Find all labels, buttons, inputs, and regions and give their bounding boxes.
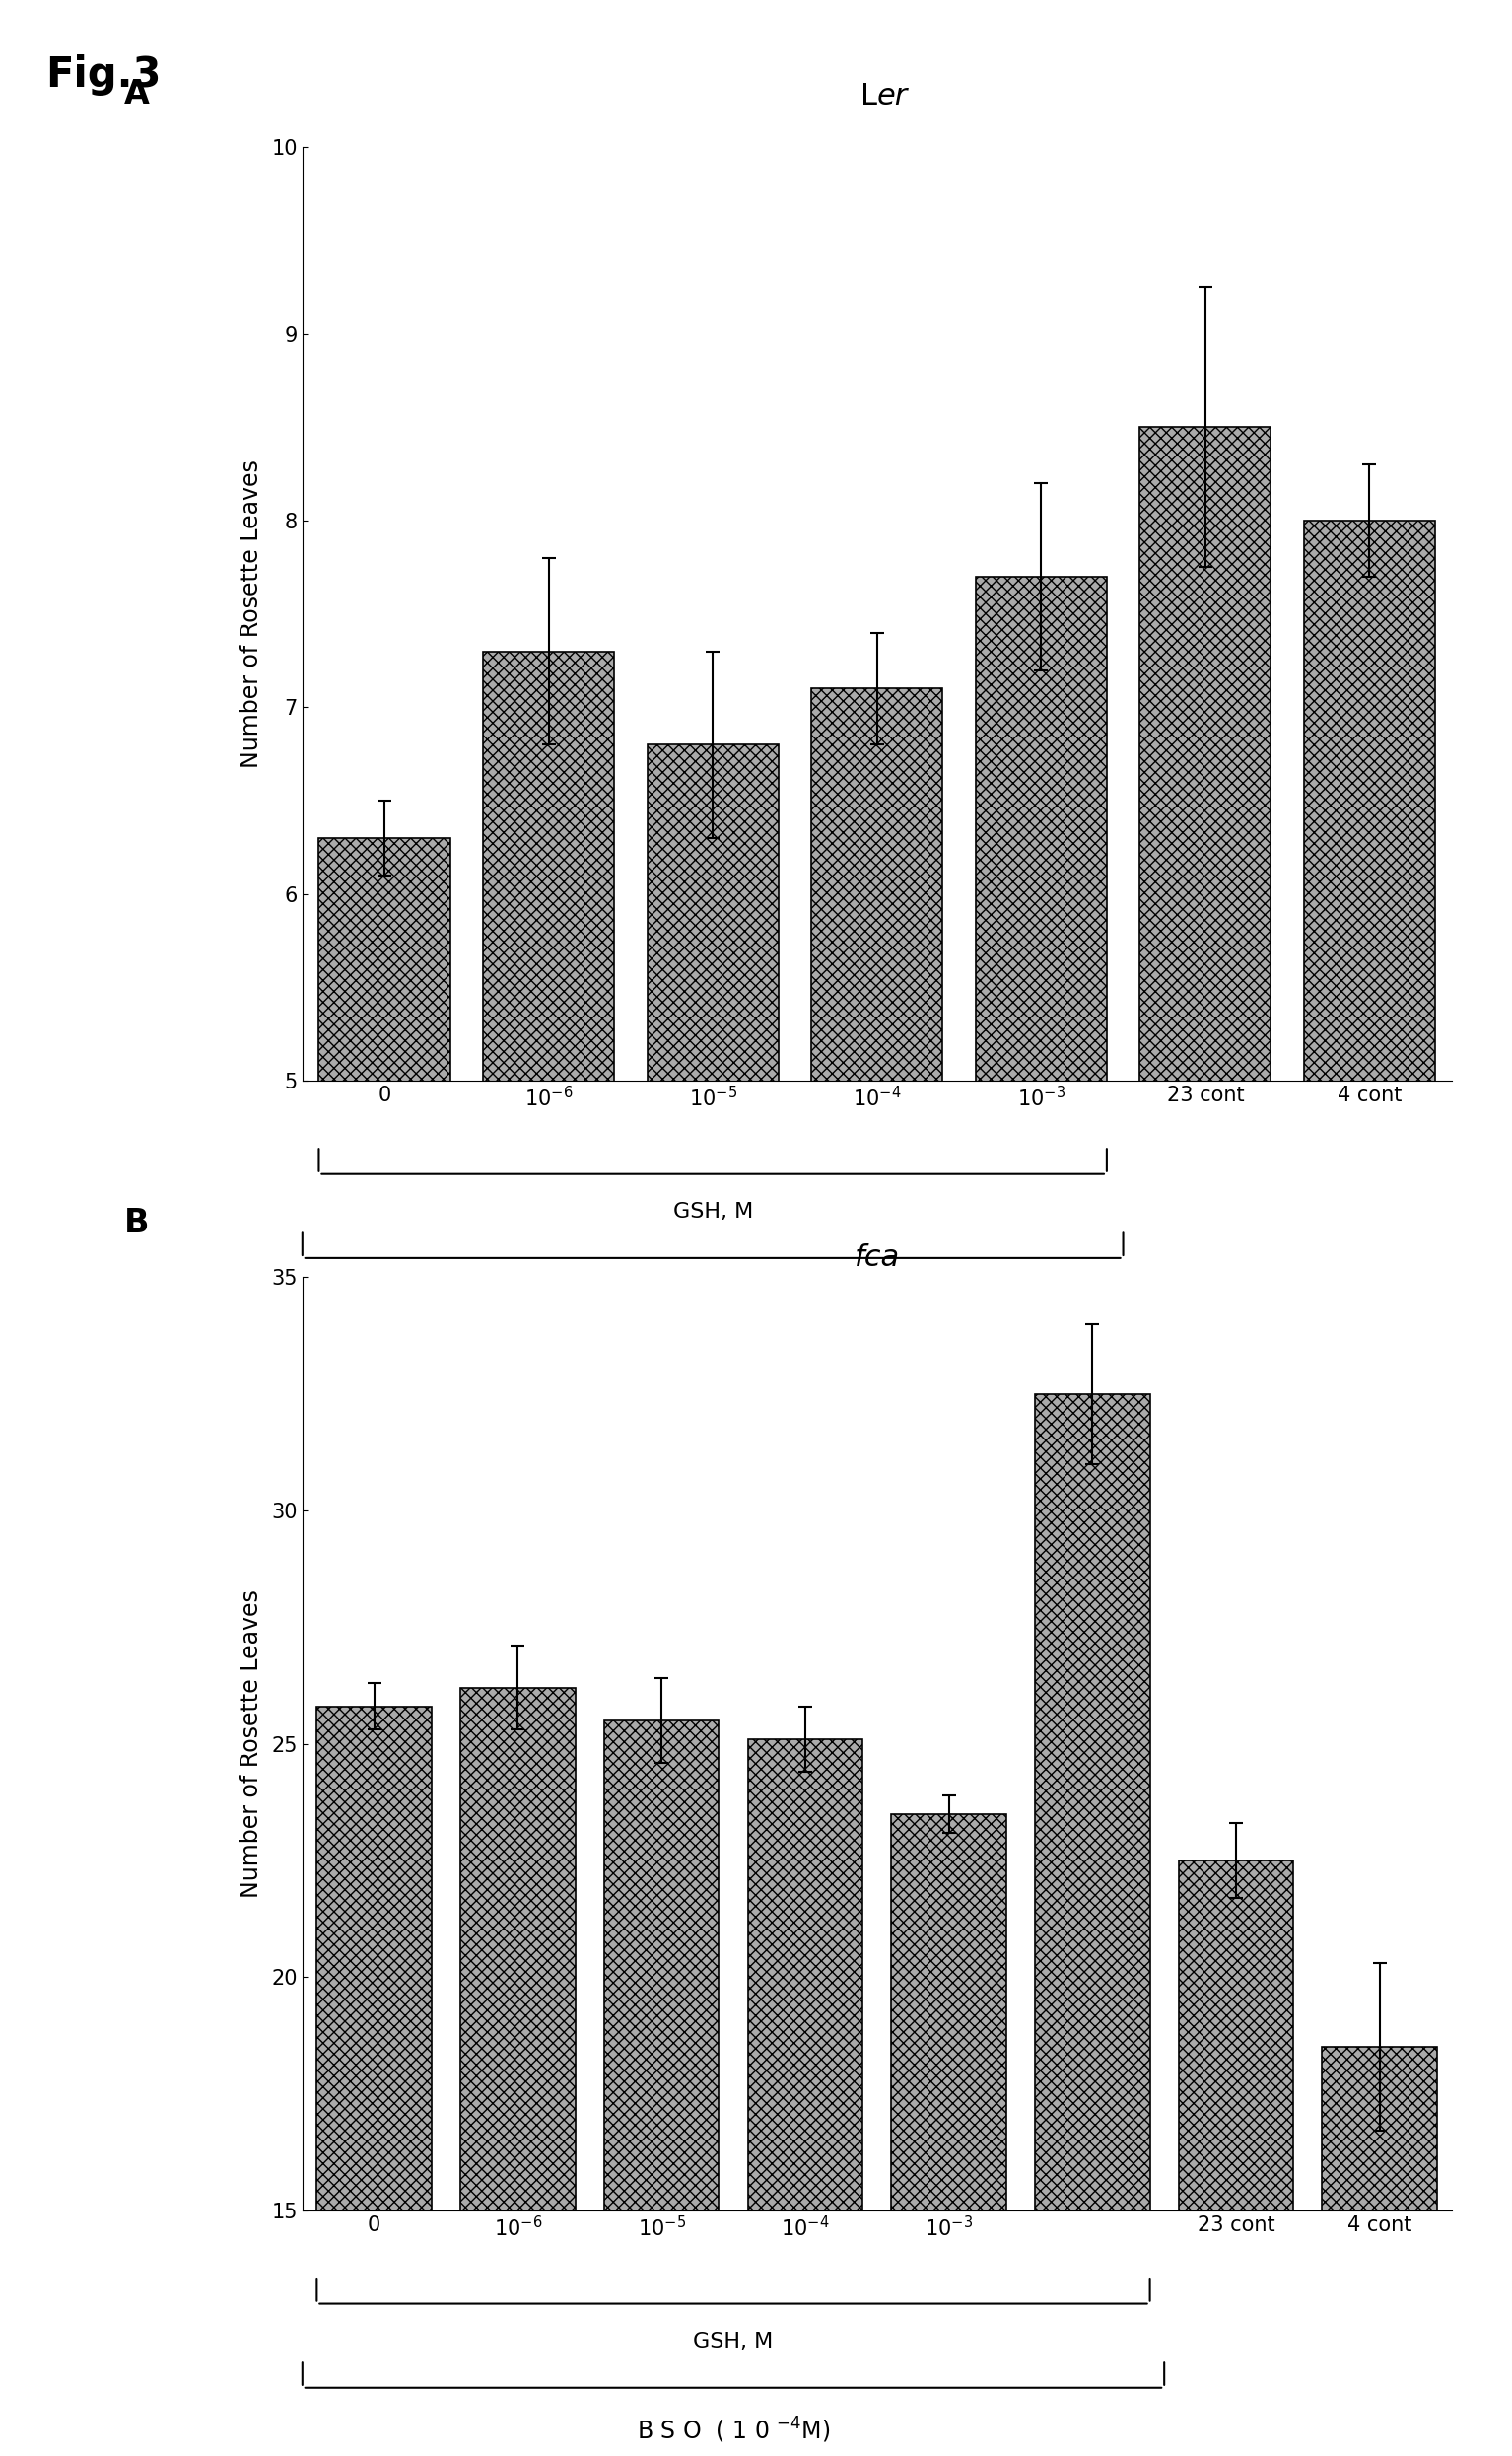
Text: B S O  ( 1 0 $^{-4}$M): B S O ( 1 0 $^{-4}$M) xyxy=(615,1287,809,1316)
Bar xyxy=(891,1813,1007,2456)
Bar xyxy=(975,577,1107,2014)
Bar xyxy=(482,651,614,2014)
Bar xyxy=(605,1719,720,2456)
Bar xyxy=(812,688,942,2014)
Bar xyxy=(747,1739,862,2456)
Bar xyxy=(1034,1393,1149,2456)
Bar xyxy=(460,1687,575,2456)
Text: A: A xyxy=(124,79,150,111)
Y-axis label: Number of Rosette Leaves: Number of Rosette Leaves xyxy=(239,1589,263,1898)
Y-axis label: Number of Rosette Leaves: Number of Rosette Leaves xyxy=(239,459,263,769)
Text: L: L xyxy=(860,81,877,111)
Text: GSH, M: GSH, M xyxy=(673,1201,753,1221)
Text: Fig.3: Fig.3 xyxy=(45,54,162,96)
Text: B S O  ( 1 0 $^{-4}$M): B S O ( 1 0 $^{-4}$M) xyxy=(637,2417,830,2446)
Text: B: B xyxy=(124,1208,150,1240)
Bar xyxy=(1140,427,1272,2014)
Bar xyxy=(647,744,779,2014)
Title: fca: fca xyxy=(854,1243,900,1272)
Bar xyxy=(1303,521,1435,2014)
Bar xyxy=(319,837,451,2014)
Text: er: er xyxy=(877,81,907,111)
Bar xyxy=(318,1707,432,2456)
Text: GSH, M: GSH, M xyxy=(694,2331,773,2350)
Bar xyxy=(1321,2046,1436,2456)
Bar xyxy=(1179,1862,1293,2456)
